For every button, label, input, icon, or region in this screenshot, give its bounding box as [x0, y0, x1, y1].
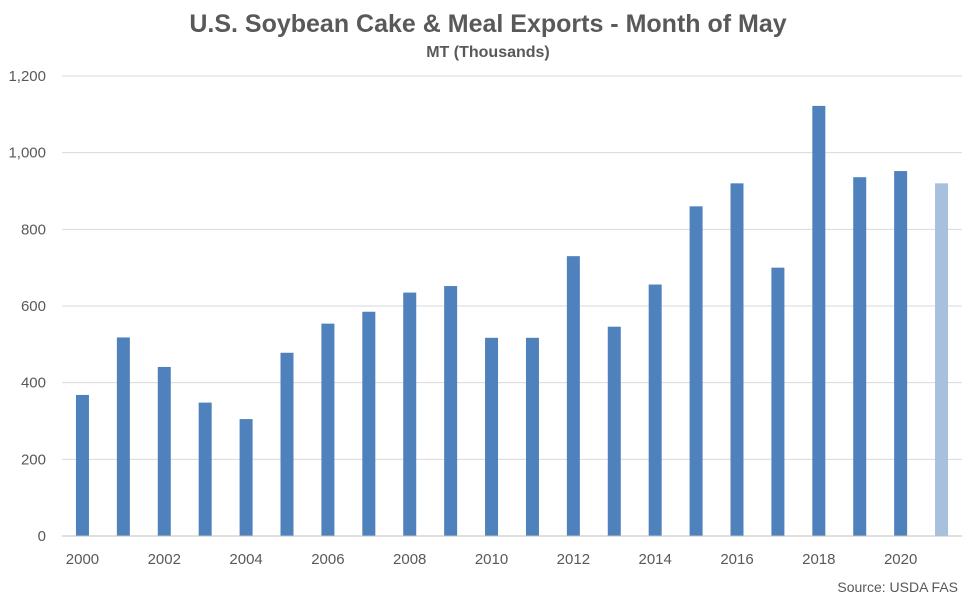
y-tick-label: 1,200 [8, 68, 46, 85]
gridlines [62, 75, 962, 460]
bar-2001 [116, 337, 130, 536]
y-tick-label: 1,000 [8, 145, 46, 162]
x-tick-label: 2006 [311, 551, 344, 568]
y-tick-label: 800 [21, 221, 46, 238]
bar-2017 [771, 267, 785, 536]
bar-2021 [935, 183, 949, 537]
x-tick-label: 2010 [475, 551, 508, 568]
x-tick-label: 2018 [802, 551, 835, 568]
bar-2012 [566, 256, 580, 536]
bar-2005 [280, 352, 294, 536]
chart-subtitle: MT (Thousands) [426, 44, 550, 61]
bar-2013 [607, 326, 621, 536]
bar-2018 [812, 105, 826, 537]
bar-2019 [853, 177, 867, 536]
x-tick-label: 2020 [884, 551, 917, 568]
bar-2010 [485, 337, 499, 536]
bar-2008 [403, 292, 417, 536]
x-tick-label: 2012 [557, 551, 590, 568]
bar-2004 [239, 419, 253, 536]
bar-2003 [198, 402, 212, 536]
x-tick-label: 2014 [638, 551, 671, 568]
bar-2009 [444, 286, 458, 536]
bar-2000 [75, 394, 89, 536]
y-tick-label: 600 [21, 298, 46, 315]
bar-2006 [321, 323, 335, 536]
bar-2016 [730, 183, 744, 537]
source-note: Source: USDA FAS [837, 579, 958, 595]
bar-2002 [157, 366, 171, 536]
bars [75, 105, 949, 537]
y-tick-label: 200 [21, 451, 46, 468]
x-tick-label: 2004 [229, 551, 262, 568]
chart-title: U.S. Soybean Cake & Meal Exports - Month… [189, 10, 787, 38]
bar-2014 [648, 284, 662, 536]
bar-2015 [689, 206, 703, 537]
x-tick-label: 2016 [720, 551, 753, 568]
x-tick-label: 2000 [66, 551, 99, 568]
bar-2007 [362, 311, 376, 536]
x-tick-label: 2002 [148, 551, 181, 568]
axes: 0 200 400 600 800 1,000 1,200 2000 2002 2004 2006 2… [8, 68, 962, 568]
y-tick-label: 0 [38, 528, 46, 545]
y-tick-label: 400 [21, 375, 46, 392]
bar-2011 [525, 337, 539, 536]
x-tick-label: 2008 [393, 551, 426, 568]
bar-2020 [894, 171, 908, 537]
